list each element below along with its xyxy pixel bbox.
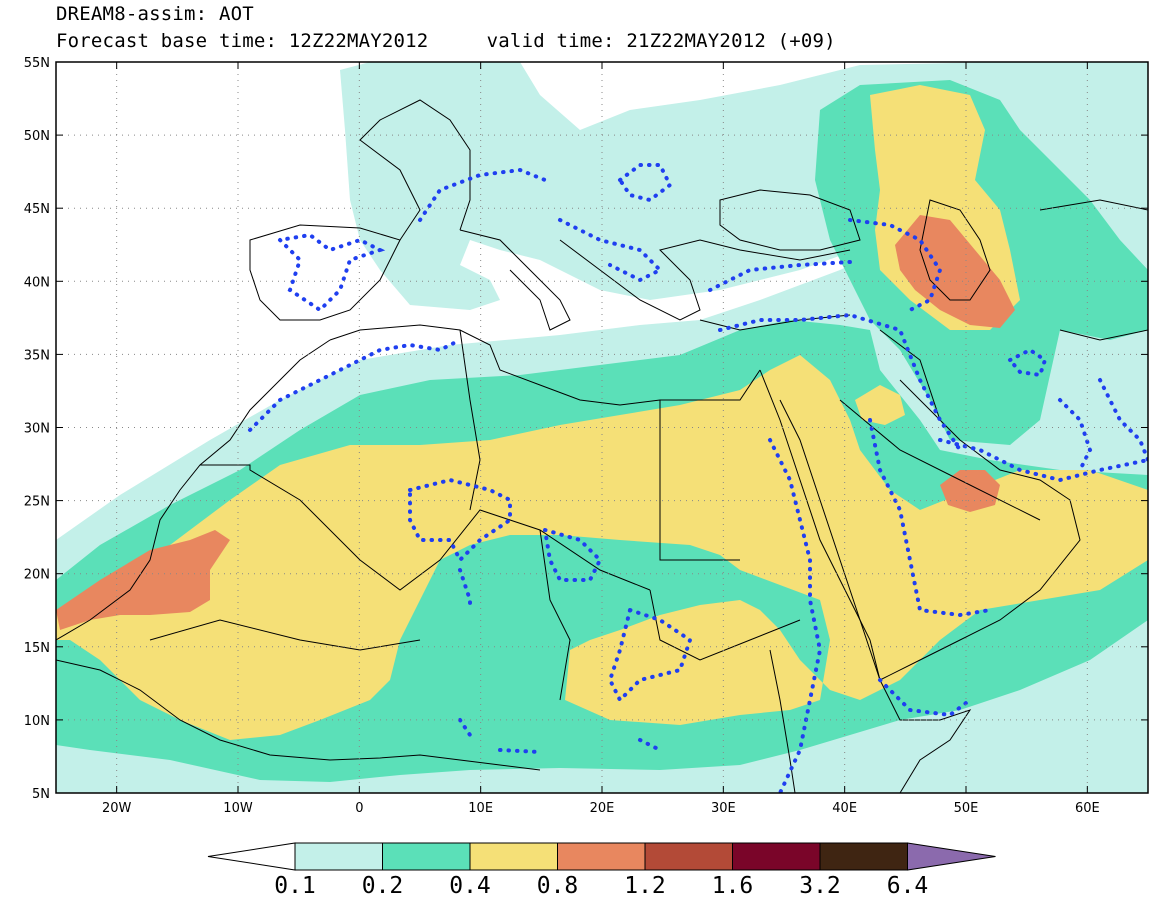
contour-red-sea [768,438,823,793]
coast-caspian [919,199,991,301]
lat-tick-label: 30N [24,422,50,437]
contour-arabia-1 [868,418,992,618]
colorbar-segment [557,842,646,871]
coast-iberia [249,224,401,321]
coast-france [359,99,471,241]
colorbar-level-label: 1.6 [712,873,754,899]
coast-turkey-south [699,314,851,331]
lon-tick-label: 30E [711,801,736,816]
coast-black-sea [719,189,861,251]
colorbar-level-label: 0.2 [362,873,404,899]
lat-tick-label: 35N [24,348,50,363]
lat-tick-label: 55N [24,56,50,71]
coast-arabia [779,379,1081,681]
contour-iran-east [1058,398,1093,472]
contour-iberia [275,232,386,313]
contour-ethiopia [638,738,662,752]
lon-tick-label: 0 [355,801,363,816]
border-arabia [839,399,1041,521]
contour-morocco [248,338,462,432]
axis-ticks: 55N 50N 45N 40N 35N 30N 25N 20N 15N 10N 5N 20W 10W 0 1… [24,56,1148,816]
border-iran [879,329,941,421]
contour-libya [458,568,472,612]
contour-sudan [607,607,693,704]
colorbar-segment [469,842,558,871]
colorbar-level-label: 0.1 [274,873,316,899]
contour-iran-small [1006,347,1048,378]
coast-italy [459,229,571,331]
border-iran-east [1059,329,1148,341]
aot-band-yellow-blob [855,385,905,425]
lat-tick-label: 45N [24,202,50,217]
contour-caucasus [848,218,943,312]
colorbar-segment [644,842,733,871]
lon-tick-label: 60E [1075,801,1100,816]
colorbar-low-arrow [207,842,296,871]
aot-band-0.8-1.2 [56,215,1015,630]
time-info: Forecast base time: 12Z22MAY2012 valid t… [56,30,836,52]
colorbar-level-label: 1.2 [624,873,666,899]
obs-contours [248,163,1148,793]
lon-tick-label: 50E [954,801,979,816]
lon-tick-label: 10E [468,801,493,816]
colorbar-level-label: 0.8 [537,873,579,899]
lat-tick-label: 20N [24,568,50,583]
colorbar-level-label: 3.2 [799,873,841,899]
coast-horn-africa [879,679,972,793]
lat-tick-label: 50N [24,129,50,144]
contour-gulf [938,438,1148,483]
border-sudan [649,589,801,661]
lon-tick-label: 10W [223,801,253,816]
valid-time-label: valid time: 21Z22MAY2012 (+09) [486,30,836,52]
aot-hotspot-caspian [895,215,1015,328]
colorbar: 0.1 0.2 0.4 0.8 1.2 1.6 3.2 6.4 [207,842,996,899]
colorbar-level-label: 0.4 [449,873,491,899]
coastlines [56,99,1148,793]
contour-east-africa [878,678,972,718]
base-time-label: Forecast base time: 12Z22MAY2012 [56,30,429,52]
contour-south-sudan [498,748,542,754]
lat-tick-label: 40N [24,275,50,290]
aot-band-yellow-main [56,355,1148,740]
colorbar-segment [732,842,821,871]
border-chad [539,529,571,701]
contour-balkans [558,218,664,283]
contour-alps [418,167,547,222]
contour-anatolia [708,260,852,292]
colorbar-segment [382,842,471,871]
coast-north-africa [329,324,761,406]
lon-tick-label: 20W [102,801,132,816]
coast-west-africa-gulf [56,659,541,771]
map-title: DREAM8-assim: AOT [56,3,254,25]
colorbar-segment [294,842,383,871]
coast-east-africa [769,649,796,793]
lat-tick-label: 25N [24,495,50,510]
border-sahara-1 [200,464,651,591]
border-kazakh [1039,199,1148,211]
aot-hotspot-persian-gulf [940,470,1000,512]
colorbar-level-label: 6.4 [887,873,929,899]
colorbar-high-arrow [907,842,996,871]
contour-chad [542,527,603,582]
lat-tick-label: 5N [32,787,50,802]
colorbar-segment [819,842,908,871]
contour-far-east [1098,378,1148,462]
lat-tick-label: 15N [24,641,50,656]
aot-hotspot-west-africa [56,530,230,630]
lon-tick-label: 40E [832,801,857,816]
contour-algeria [408,477,512,564]
contour-hungary [617,163,673,203]
lon-tick-label: 20E [590,801,615,816]
lat-tick-label: 10N [24,714,50,729]
border-libya-egypt [659,400,740,561]
contour-nigeria [458,718,472,737]
coast-west-africa [56,339,331,641]
coast-balkans-greece [559,239,851,321]
coast-red-sea [759,369,881,681]
